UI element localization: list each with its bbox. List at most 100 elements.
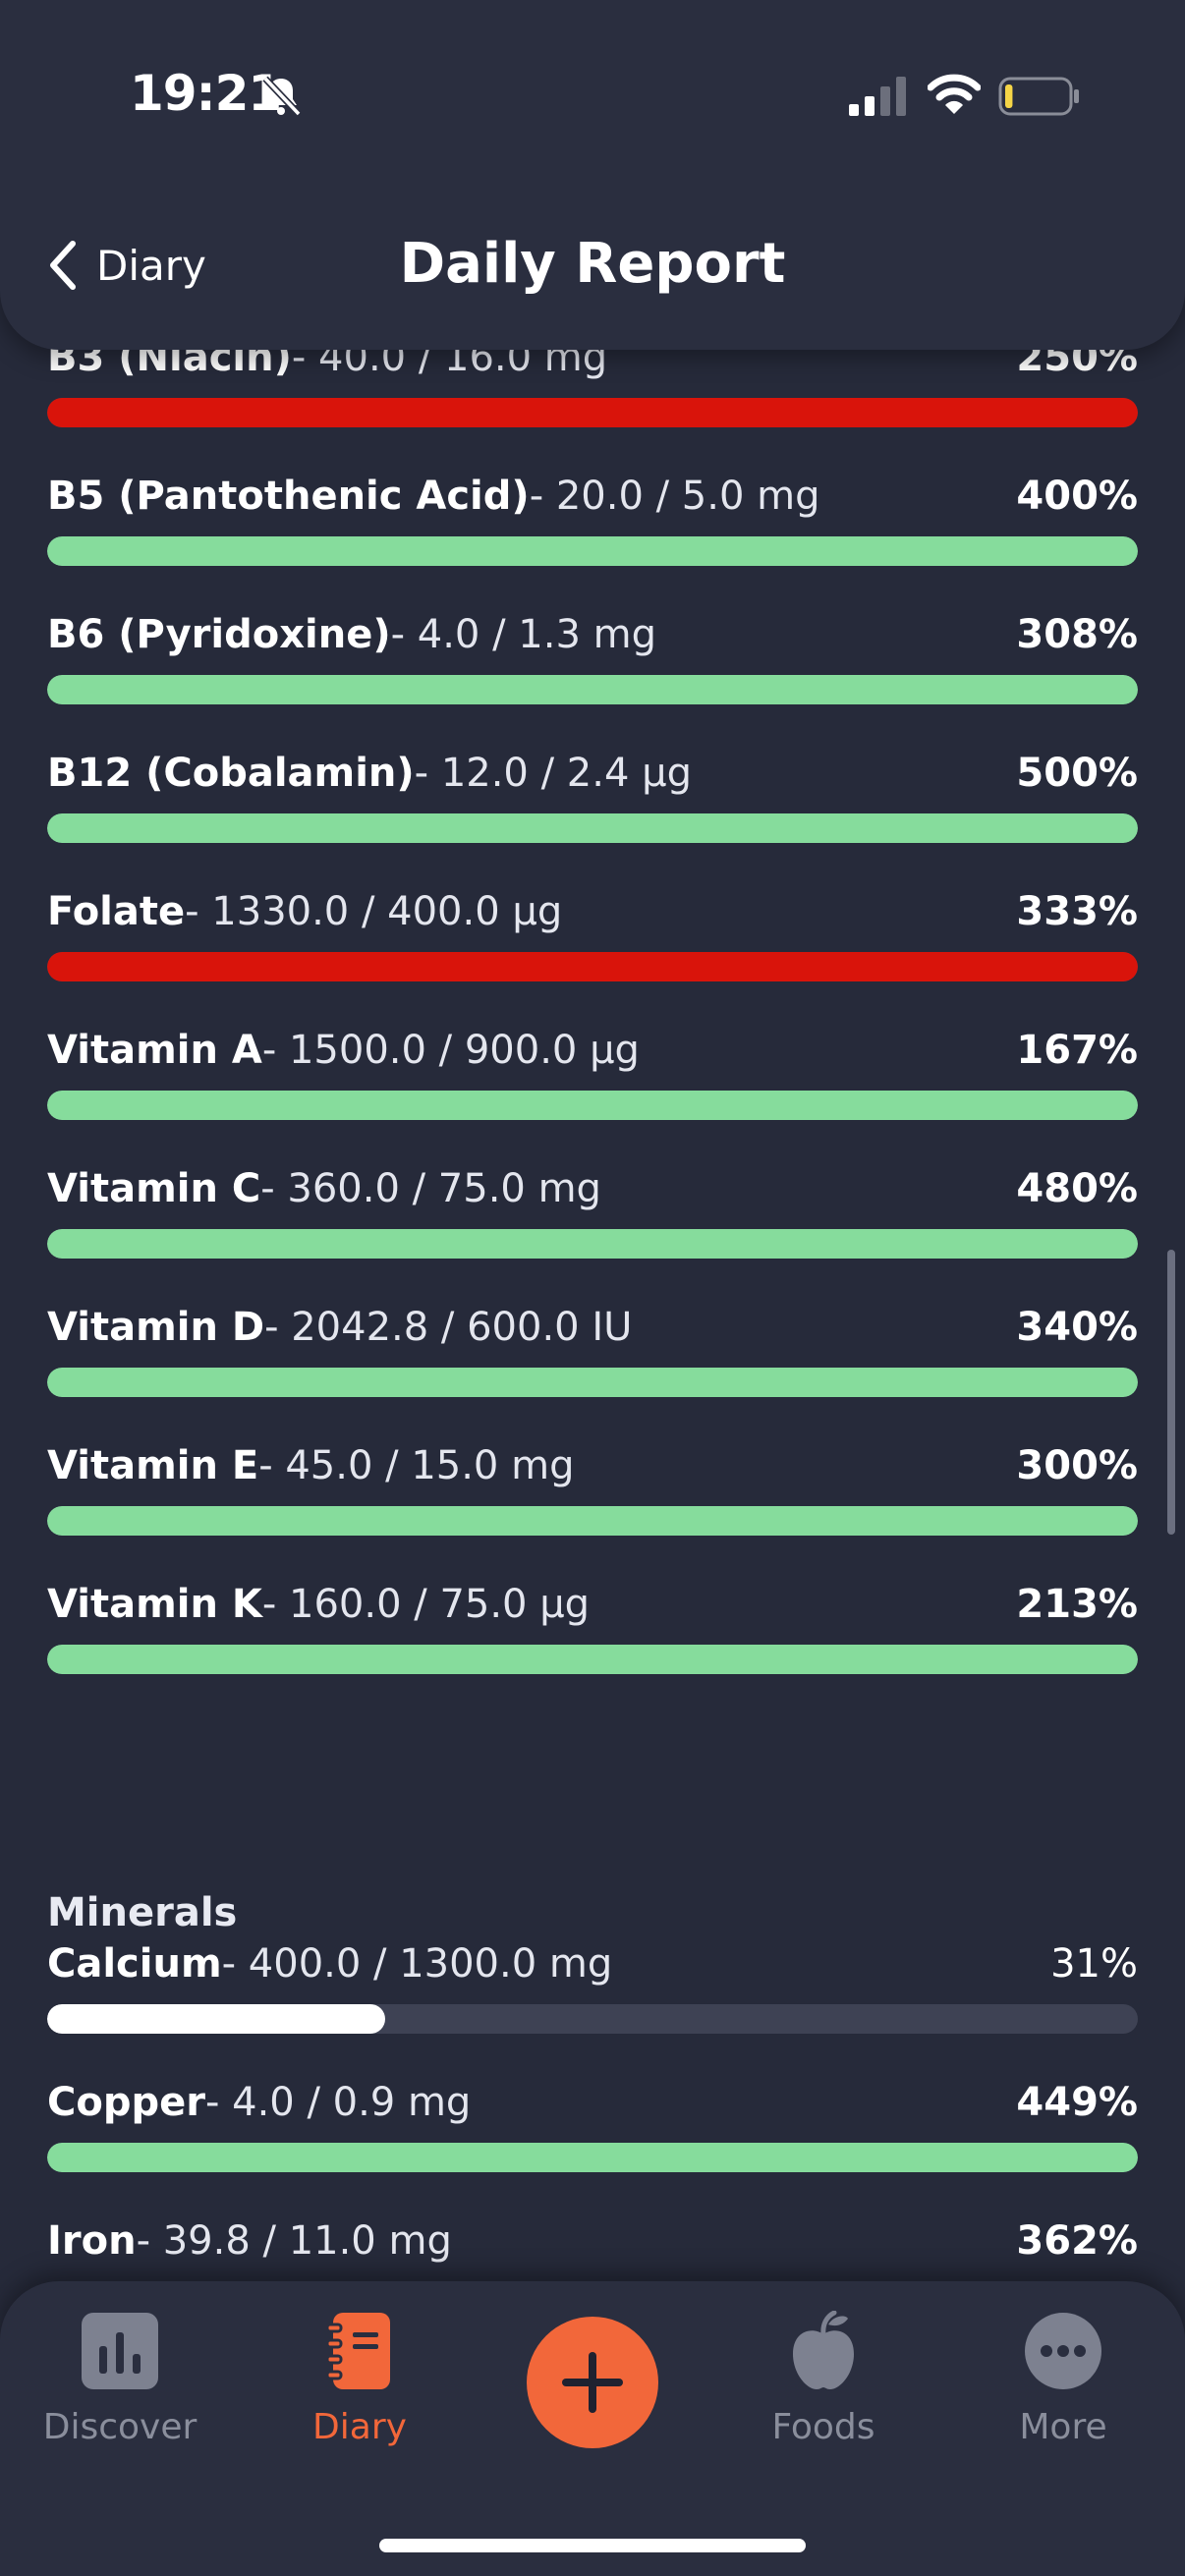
- nutrient-percent: 167%: [1016, 1028, 1138, 1073]
- nutrient-name: Calcium: [47, 1941, 222, 1987]
- nutrient-name: Copper: [47, 2080, 205, 2125]
- progress-bar-fill: [47, 1091, 1138, 1120]
- status-time: 19:21: [130, 65, 282, 122]
- nutrient-percent: 400%: [1016, 474, 1138, 519]
- progress-bar-fill: [47, 536, 1138, 566]
- progress-bar-fill: [47, 2143, 1138, 2172]
- progress-bar-fill: [47, 1506, 1138, 1536]
- back-button[interactable]: Diary: [45, 230, 206, 301]
- progress-bar-fill: [47, 813, 1138, 843]
- nutrient-percent: 300%: [1016, 1443, 1138, 1488]
- nutrient-name: B12 (Cobalamin): [47, 751, 415, 796]
- scroll-indicator[interactable]: [1167, 1250, 1175, 1535]
- page-title: Daily Report: [399, 232, 786, 296]
- home-indicator: [379, 2539, 806, 2552]
- chevron-left-icon: [50, 241, 76, 290]
- progress-bar: [47, 1645, 1138, 1674]
- nutrient-percent: 500%: [1016, 751, 1138, 796]
- notebook-icon: [325, 2313, 390, 2389]
- nutrient-percent: 340%: [1016, 1305, 1138, 1350]
- progress-bar-fill: [47, 1229, 1138, 1259]
- tab-discover[interactable]: Discover: [2, 2311, 238, 2447]
- nutrient-amount: - 2042.8 / 600.0 IU: [264, 1305, 633, 1350]
- report-content[interactable]: B2 (Riboflavin)- 3.4 / 1.3 mg262%B3 (Nia…: [0, 324, 1185, 2291]
- nutrient-name: Vitamin A: [47, 1028, 262, 1073]
- add-button[interactable]: [527, 2317, 658, 2448]
- nutrient-text: Iron- 39.8 / 11.0 mg 362%: [47, 2218, 1138, 2273]
- tab-foods-label: Foods: [771, 2407, 875, 2447]
- progress-bar-fill: [47, 398, 1138, 427]
- nutrient-amount: - 360.0 / 75.0 mg: [260, 1166, 601, 1211]
- nutrient-amount: - 160.0 / 75.0 μg: [261, 1582, 591, 1627]
- nutrient-name: Vitamin C: [47, 1166, 261, 1211]
- nutrient-text: B6 (Pyridoxine)- 4.0 / 1.3 mg 308%: [47, 612, 1138, 667]
- progress-bar: [47, 813, 1138, 843]
- nutrient-percent: 308%: [1016, 612, 1138, 657]
- nutrient-percent: 333%: [1016, 889, 1138, 934]
- nutrient-percent: 362%: [1016, 2218, 1138, 2264]
- nutrient-text: Vitamin E- 45.0 / 15.0 mg 300%: [47, 1443, 1138, 1498]
- tab-bar: Discover Diary Foods: [0, 2281, 1185, 2576]
- nutrient-text: Vitamin K- 160.0 / 75.0 μg 213%: [47, 1582, 1138, 1637]
- progress-bar-fill: [47, 2004, 386, 2034]
- nutrient-percent: 213%: [1016, 1582, 1138, 1627]
- minerals-section-title: Minerals: [47, 1890, 238, 1935]
- header: 19:21 Diary Daily Report: [0, 0, 1185, 350]
- progress-bar-fill: [47, 1645, 1138, 1674]
- tab-discover-label: Discover: [42, 2407, 198, 2447]
- nutrient-amount: - 1330.0 / 400.0 μg: [185, 889, 563, 934]
- nutrient-amount: - 400.0 / 1300.0 mg: [221, 1941, 613, 1987]
- apple-icon: [793, 2311, 854, 2389]
- nutrient-name: Vitamin E: [47, 1443, 259, 1488]
- nutrient-text: Folate- 1330.0 / 400.0 μg 333%: [47, 889, 1138, 944]
- nutrient-amount: - 39.8 / 11.0 mg: [136, 2218, 452, 2264]
- nutrient-name: Folate: [47, 889, 186, 934]
- progress-bar: [47, 2143, 1138, 2172]
- progress-bar: [47, 1229, 1138, 1259]
- nutrient-text: Vitamin A- 1500.0 / 900.0 μg 167%: [47, 1028, 1138, 1083]
- battery-icon: [998, 77, 1079, 116]
- nutrient-amount: - 45.0 / 15.0 mg: [258, 1443, 575, 1488]
- progress-bar: [47, 952, 1138, 981]
- nutrient-text: Calcium- 400.0 / 1300.0 mg 31%: [47, 1941, 1138, 1996]
- nutrient-percent: 31%: [1050, 1941, 1138, 1987]
- tab-diary[interactable]: Diary: [242, 2311, 478, 2447]
- nutrient-amount: - 4.0 / 0.9 mg: [204, 2080, 472, 2125]
- nutrient-name: Vitamin D: [47, 1305, 265, 1350]
- progress-bar: [47, 675, 1138, 704]
- tab-diary-label: Diary: [312, 2407, 407, 2447]
- wifi-icon: [928, 74, 981, 114]
- nutrient-name: B6 (Pyridoxine): [47, 612, 391, 657]
- nutrient-amount: - 1500.0 / 900.0 μg: [261, 1028, 640, 1073]
- nutrient-text: Vitamin C- 360.0 / 75.0 mg 480%: [47, 1166, 1138, 1221]
- nutrient-name: Vitamin K: [47, 1582, 262, 1627]
- nutrient-amount: - 20.0 / 5.0 mg: [529, 474, 820, 519]
- progress-bar: [47, 1368, 1138, 1397]
- progress-bar: [47, 1506, 1138, 1536]
- nutrient-text: Vitamin D- 2042.8 / 600.0 IU 340%: [47, 1305, 1138, 1360]
- nutrient-text: B12 (Cobalamin)- 12.0 / 2.4 μg 500%: [47, 751, 1138, 806]
- more-dots-icon: [1025, 2313, 1101, 2389]
- nutrient-text: Copper- 4.0 / 0.9 mg 449%: [47, 2080, 1138, 2135]
- status-bar: 19:21: [0, 0, 1185, 196]
- progress-bar: [47, 2004, 1138, 2034]
- nutrient-name: B5 (Pantothenic Acid): [47, 474, 530, 519]
- progress-bar-fill: [47, 675, 1138, 704]
- tab-more-label: More: [1019, 2407, 1107, 2447]
- nutrient-percent: 449%: [1016, 2080, 1138, 2125]
- bell-muted-icon: [262, 76, 302, 117]
- progress-bar: [47, 398, 1138, 427]
- plus-icon: [562, 2352, 623, 2413]
- nutrient-amount: - 4.0 / 1.3 mg: [390, 612, 656, 657]
- progress-bar-fill: [47, 952, 1138, 981]
- progress-bar: [47, 536, 1138, 566]
- back-label: Diary: [96, 241, 206, 290]
- nutrient-percent: 480%: [1016, 1166, 1138, 1211]
- tab-foods[interactable]: Foods: [705, 2311, 941, 2447]
- tab-more[interactable]: More: [945, 2311, 1181, 2447]
- nutrient-name: Iron: [47, 2218, 137, 2264]
- progress-bar: [47, 1091, 1138, 1120]
- cellular-signal-icon: [849, 77, 906, 116]
- nutrient-text: B5 (Pantothenic Acid)- 20.0 / 5.0 mg 400%: [47, 474, 1138, 529]
- progress-bar-fill: [47, 1368, 1138, 1397]
